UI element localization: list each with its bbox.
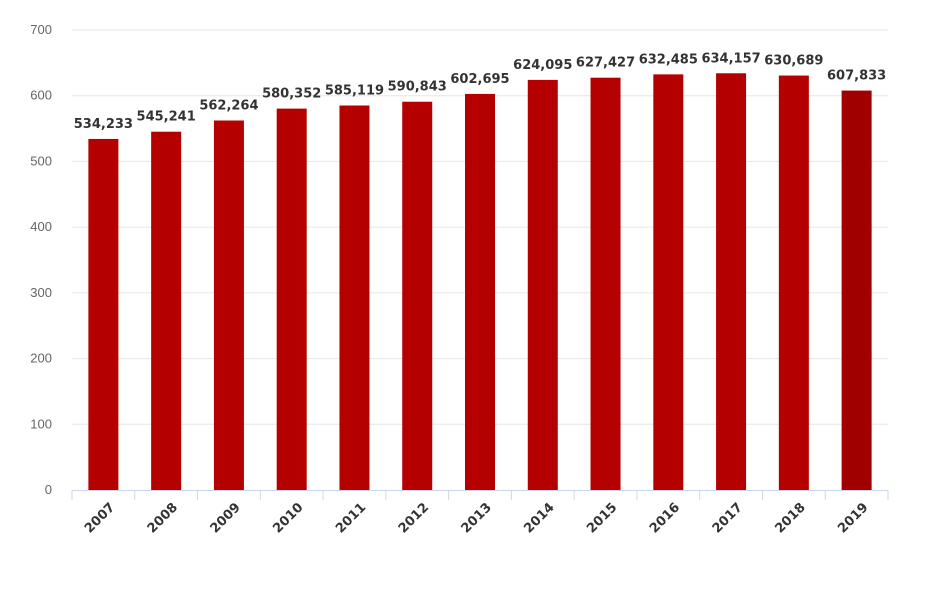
y-tick-label: 100 (30, 416, 52, 431)
data-label: 607,833 (827, 69, 886, 84)
x-tick-label: 2013 (459, 500, 495, 536)
data-label: 634,157 (701, 51, 760, 66)
x-tick-label: 2007 (82, 500, 118, 536)
y-tick-label: 400 (30, 219, 52, 234)
data-label: 632,485 (639, 52, 698, 67)
y-tick-label: 500 (30, 153, 52, 168)
data-label: 624,095 (513, 58, 572, 73)
data-label: 580,352 (262, 87, 321, 102)
x-tick-label: 2018 (772, 500, 808, 536)
x-axis-labels: 2007 2008 2009 2010 2011 2012 2013 2014 2015 2016… (82, 500, 871, 536)
bar (716, 73, 747, 491)
data-label: 590,843 (388, 80, 447, 95)
data-label: 545,241 (137, 110, 196, 125)
bar (778, 75, 809, 490)
bar (402, 101, 433, 490)
bar (465, 93, 495, 490)
bar (527, 79, 558, 490)
bar (841, 90, 872, 490)
x-tick-label: 2010 (270, 500, 306, 536)
bar (151, 131, 182, 490)
data-label: 585,119 (325, 83, 384, 98)
x-tick-label: 2019 (835, 500, 871, 536)
y-tick-label: 200 (30, 351, 52, 366)
x-tick-label: 2016 (647, 500, 683, 536)
bar (339, 105, 370, 490)
x-tick-label: 2017 (710, 500, 746, 536)
bar (590, 77, 621, 490)
y-tick-label: 0 (45, 482, 52, 497)
x-axis-ticks (71, 490, 889, 500)
bar (213, 120, 244, 490)
data-label: 602,695 (450, 72, 509, 87)
x-tick-label: 2008 (145, 500, 181, 536)
data-label: 630,689 (764, 54, 823, 69)
y-axis-labels: 0 100 200 300 400 500 600 700 (30, 22, 52, 497)
bar (276, 108, 307, 491)
y-tick-label: 300 (30, 285, 52, 300)
data-label: 562,264 (199, 99, 258, 114)
x-tick-label: 2009 (208, 500, 244, 536)
x-tick-label: 2015 (584, 500, 620, 536)
data-label: 627,427 (576, 56, 635, 71)
x-tick-label: 2014 (521, 500, 557, 536)
x-tick-label: 2011 (333, 500, 369, 536)
y-tick-label: 700 (30, 22, 52, 37)
bar (88, 138, 119, 490)
x-tick-label: 2012 (396, 500, 432, 536)
bars (88, 73, 872, 491)
y-tick-label: 600 (30, 88, 52, 103)
bar (653, 74, 684, 490)
data-label: 534,233 (74, 117, 133, 132)
